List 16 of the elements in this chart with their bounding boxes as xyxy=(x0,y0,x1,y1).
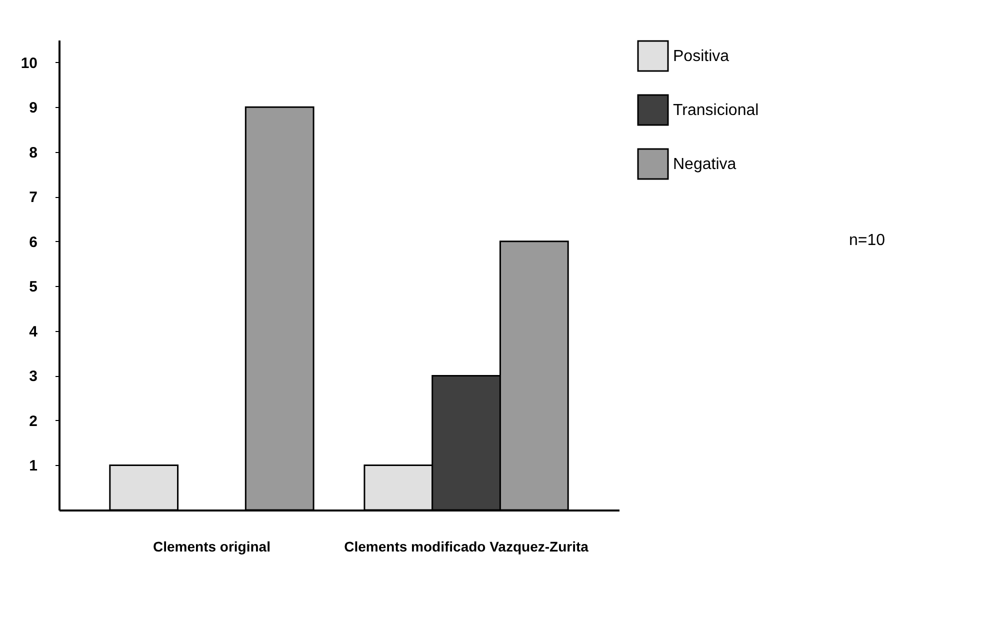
legend-label: Negativa xyxy=(673,156,736,173)
text: n=10 xyxy=(849,232,886,249)
x-tick-label: Clements original xyxy=(152,538,270,554)
y-tick-label: 1 xyxy=(29,458,38,475)
y-tick-label: 4 xyxy=(29,323,38,340)
legend-label: Transicional xyxy=(673,102,759,119)
y-tick-label: 2 xyxy=(29,412,38,430)
y-tick-label: 5 xyxy=(29,278,38,296)
x-tick-label: Clements modificado Vazquez-Zurita xyxy=(344,538,589,554)
legend-label: Positiva xyxy=(673,48,730,65)
y-tick-label: 7 xyxy=(29,189,38,206)
y-tick-label: 10 xyxy=(20,54,38,72)
y-tick-label: 9 xyxy=(29,100,38,117)
y-tick-label: 6 xyxy=(29,234,38,251)
y-tick-label: 8 xyxy=(29,144,38,162)
y-tick-label: 3 xyxy=(29,368,38,386)
